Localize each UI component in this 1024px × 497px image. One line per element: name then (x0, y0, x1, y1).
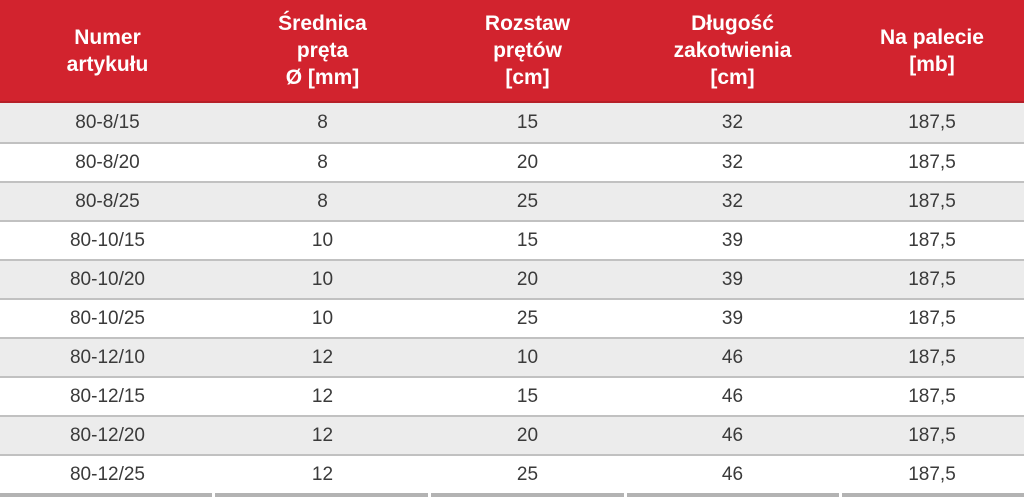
cell-rod-diameter: 8 (215, 103, 430, 142)
cell-anchoring-length: 39 (625, 298, 840, 337)
table-row: 80-8/20 8 20 32 187,5 (0, 142, 1024, 181)
column-header-anchoring-length: Długość zakotwienia [cm] (625, 0, 840, 103)
cell-article-number: 80-10/15 (0, 220, 215, 259)
cell-article-number: 80-12/25 (0, 454, 215, 493)
cell-anchoring-length: 32 (625, 142, 840, 181)
cell-rod-diameter: 10 (215, 220, 430, 259)
cell-anchoring-length: 32 (625, 181, 840, 220)
cell-per-pallet: 187,5 (840, 259, 1024, 298)
table-row: 80-10/20 10 20 39 187,5 (0, 259, 1024, 298)
cell-rod-diameter: 8 (215, 142, 430, 181)
cell-rod-spacing: 20 (430, 142, 625, 181)
cell-anchoring-length: 46 (625, 376, 840, 415)
cell-rod-spacing: 25 (430, 454, 625, 493)
cell-rod-spacing: 15 (430, 376, 625, 415)
cell-rod-diameter: 10 (215, 259, 430, 298)
cell-rod-diameter: 10 (215, 298, 430, 337)
cell-article-number: 80-10/25 (0, 298, 215, 337)
table-bottom-border (0, 493, 1024, 497)
table-row: 80-12/10 12 10 46 187,5 (0, 337, 1024, 376)
column-header-rod-diameter: Średnica pręta Ø [mm] (215, 0, 430, 103)
cell-anchoring-length: 46 (625, 415, 840, 454)
cell-anchoring-length: 39 (625, 220, 840, 259)
table-row: 80-12/20 12 20 46 187,5 (0, 415, 1024, 454)
cell-article-number: 80-12/10 (0, 337, 215, 376)
cell-per-pallet: 187,5 (840, 298, 1024, 337)
table-row: 80-8/25 8 25 32 187,5 (0, 181, 1024, 220)
cell-per-pallet: 187,5 (840, 415, 1024, 454)
table-row: 80-8/15 8 15 32 187,5 (0, 103, 1024, 142)
cell-per-pallet: 187,5 (840, 142, 1024, 181)
cell-rod-spacing: 15 (430, 103, 625, 142)
cell-rod-spacing: 25 (430, 298, 625, 337)
cell-rod-diameter: 12 (215, 454, 430, 493)
cell-rod-diameter: 8 (215, 181, 430, 220)
table-row: 80-10/15 10 15 39 187,5 (0, 220, 1024, 259)
bottom-border-segment (842, 493, 1024, 497)
cell-rod-spacing: 10 (430, 337, 625, 376)
cell-per-pallet: 187,5 (840, 376, 1024, 415)
cell-per-pallet: 187,5 (840, 454, 1024, 493)
cell-rod-spacing: 20 (430, 415, 625, 454)
cell-rod-spacing: 25 (430, 181, 625, 220)
cell-anchoring-length: 32 (625, 103, 840, 142)
cell-rod-spacing: 20 (430, 259, 625, 298)
bottom-border-segment (626, 493, 840, 497)
cell-article-number: 80-8/20 (0, 142, 215, 181)
cell-article-number: 80-10/20 (0, 259, 215, 298)
cell-article-number: 80-12/20 (0, 415, 215, 454)
header-row: Numer artykułu Średnica pręta Ø [mm] Roz… (0, 0, 1024, 103)
cell-per-pallet: 187,5 (840, 181, 1024, 220)
cell-rod-diameter: 12 (215, 415, 430, 454)
table-row: 80-12/25 12 25 46 187,5 (0, 454, 1024, 493)
cell-article-number: 80-8/15 (0, 103, 215, 142)
cell-per-pallet: 187,5 (840, 337, 1024, 376)
cell-per-pallet: 187,5 (840, 103, 1024, 142)
cell-per-pallet: 187,5 (840, 220, 1024, 259)
column-header-per-pallet: Na palecie [mb] (840, 0, 1024, 103)
cell-anchoring-length: 39 (625, 259, 840, 298)
cell-anchoring-length: 46 (625, 454, 840, 493)
bottom-border-segment (430, 493, 624, 497)
bottom-border-segment (215, 493, 428, 497)
cell-article-number: 80-12/15 (0, 376, 215, 415)
column-header-article-number: Numer artykułu (0, 0, 215, 103)
cell-rod-spacing: 15 (430, 220, 625, 259)
cell-rod-diameter: 12 (215, 376, 430, 415)
cell-rod-diameter: 12 (215, 337, 430, 376)
cell-anchoring-length: 46 (625, 337, 840, 376)
bottom-border-segment (0, 493, 213, 497)
table-row: 80-12/15 12 15 46 187,5 (0, 376, 1024, 415)
cell-article-number: 80-8/25 (0, 181, 215, 220)
table-row: 80-10/25 10 25 39 187,5 (0, 298, 1024, 337)
column-header-rod-spacing: Rozstaw prętów [cm] (430, 0, 625, 103)
